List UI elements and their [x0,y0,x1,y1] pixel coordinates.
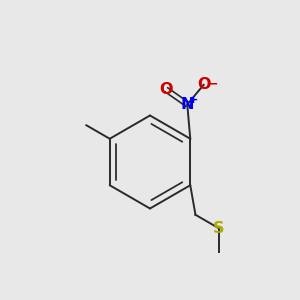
Text: −: − [207,77,218,90]
Text: +: + [189,95,199,106]
Text: N: N [181,97,194,112]
Text: O: O [160,82,173,97]
Text: O: O [197,77,210,92]
Text: S: S [213,221,225,236]
